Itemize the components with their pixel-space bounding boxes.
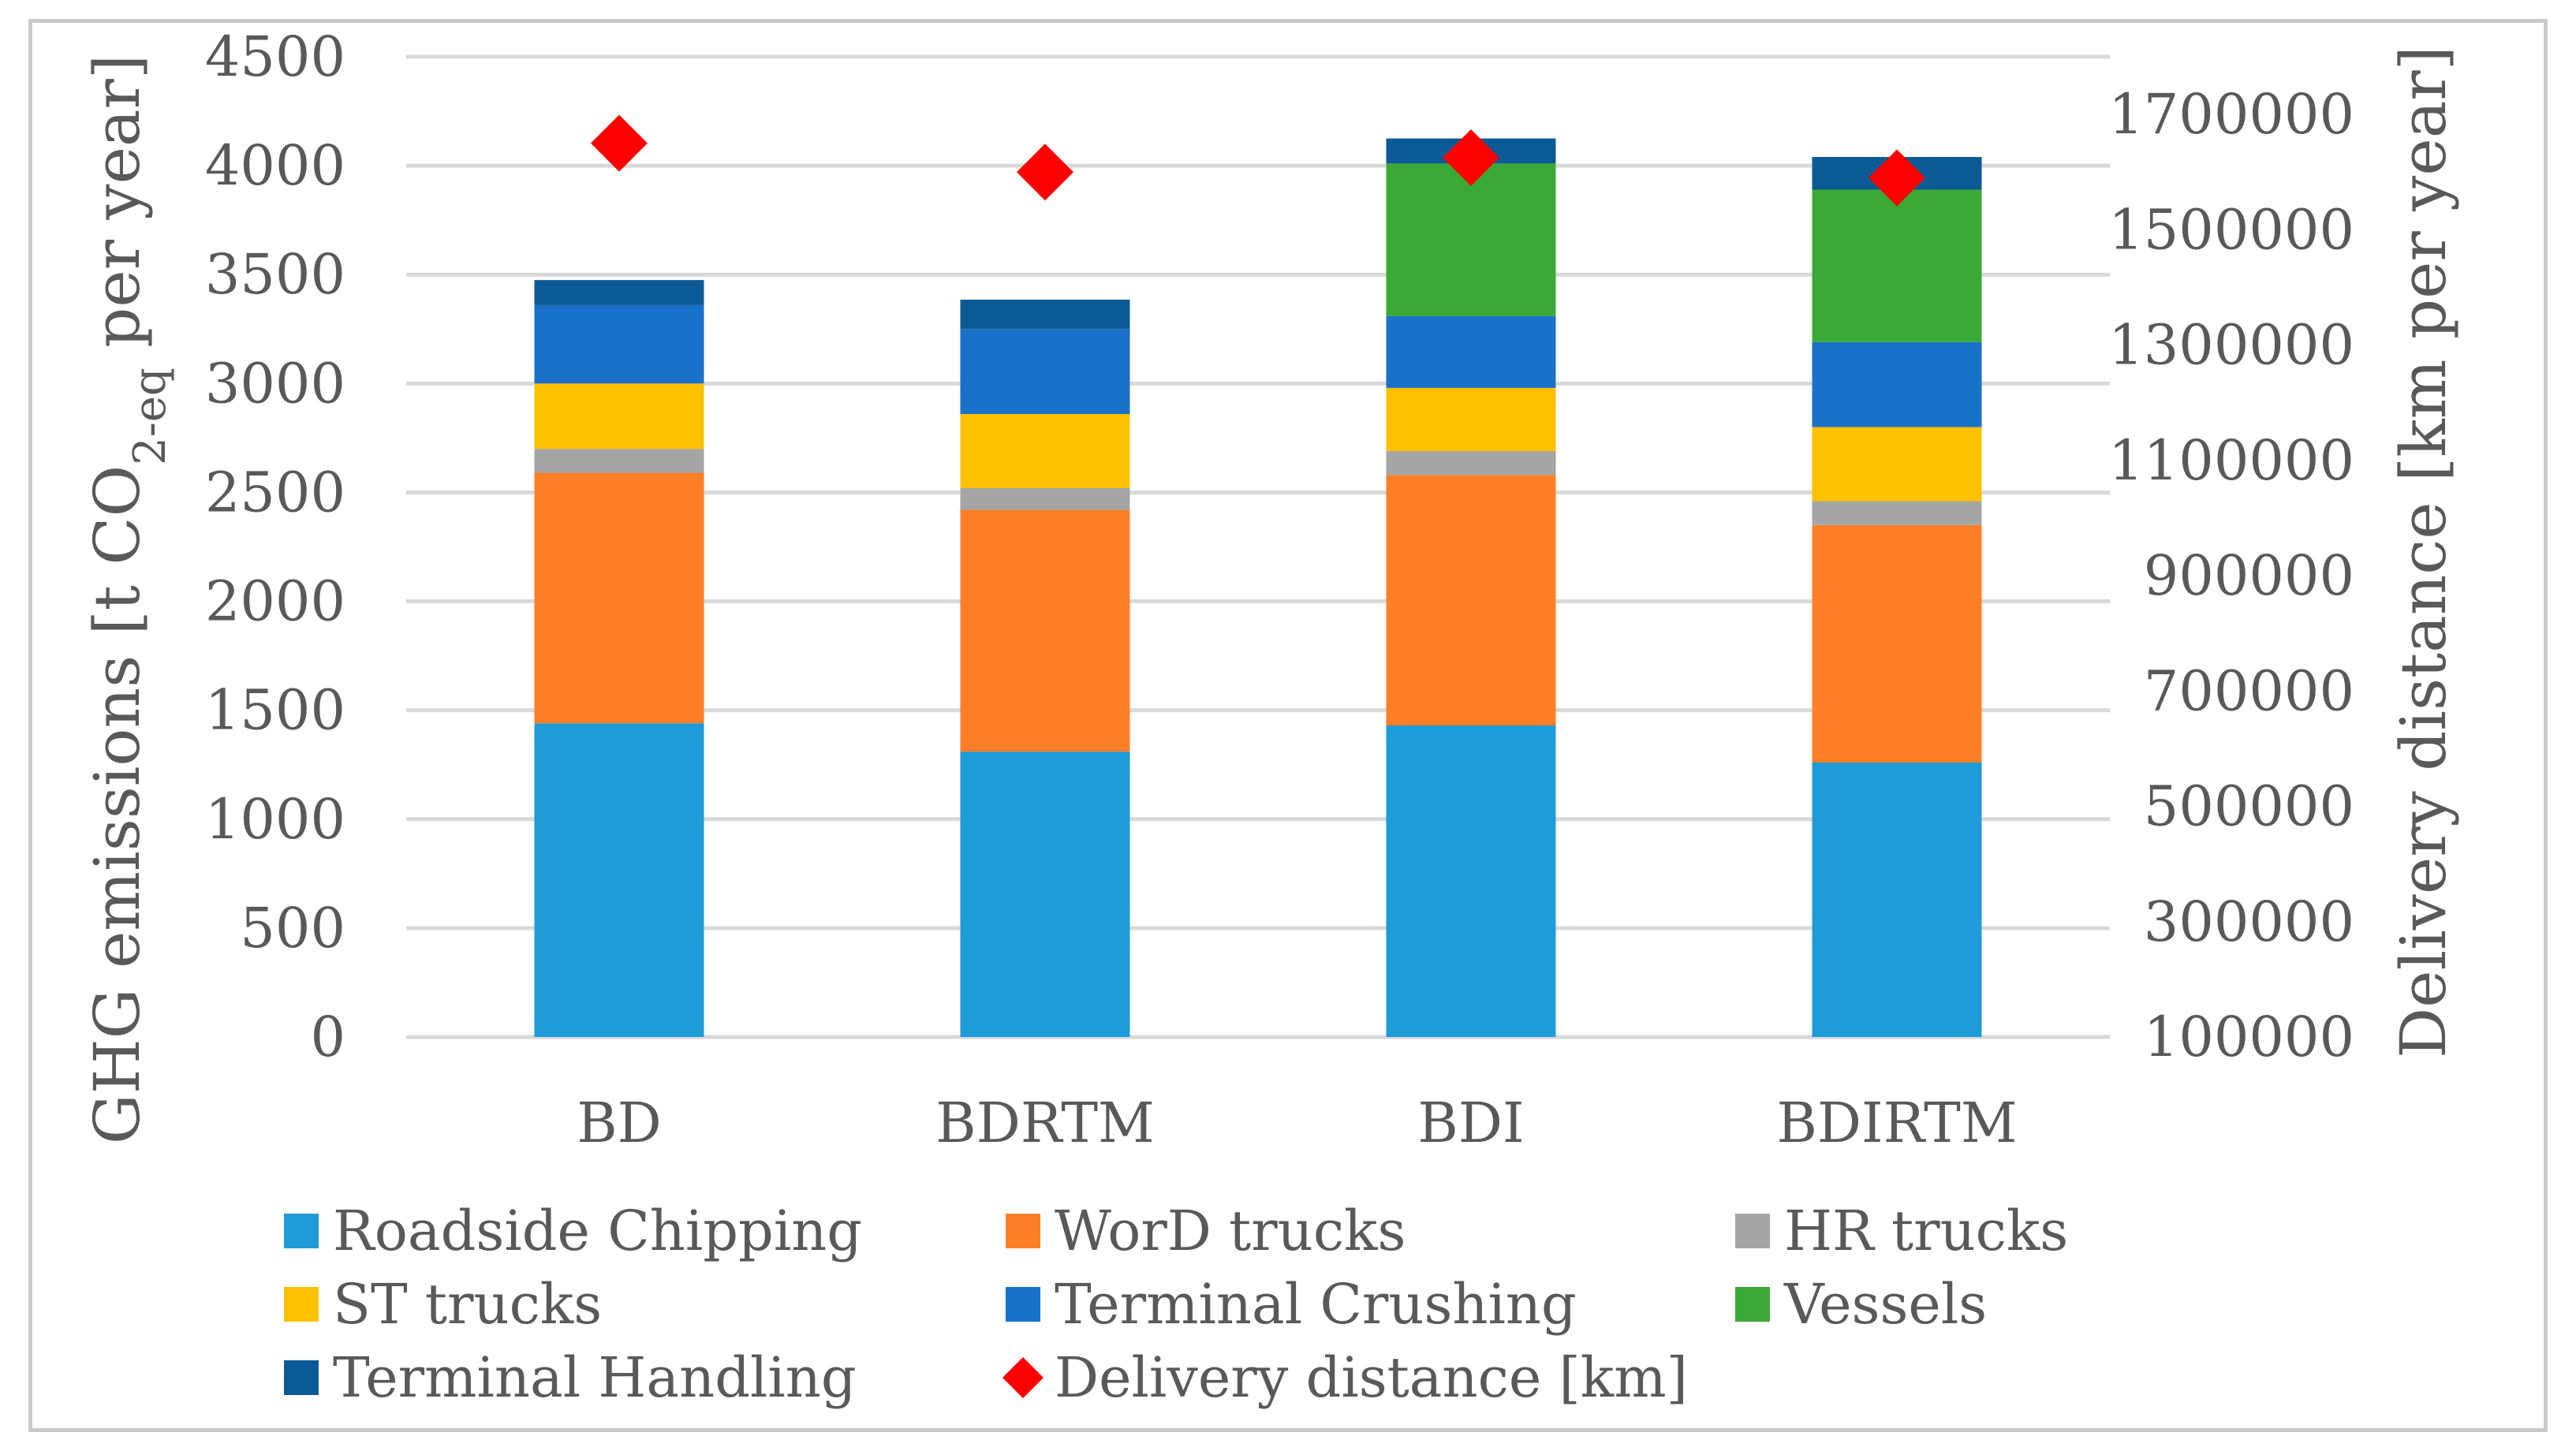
y-tick-label: 500 xyxy=(240,896,345,960)
x-tick-label: BDIRTM xyxy=(1776,1091,2017,1155)
y2-tick-label: 1300000 xyxy=(2108,313,2354,378)
y-axis-title: GHG emissions [t CO2-eq per year] xyxy=(80,54,176,1144)
bar-segment xyxy=(1812,341,1982,427)
legend-label: HR trucks xyxy=(1784,1199,2068,1263)
y2-tick-label: 700000 xyxy=(2144,658,2354,723)
delivery-distance-markers xyxy=(591,114,1925,207)
legend-item: Terminal Handling xyxy=(284,1345,857,1410)
y-tick-label: 4000 xyxy=(205,133,345,198)
y-tick-label: 1000 xyxy=(205,787,345,852)
y-tick-label: 2000 xyxy=(205,569,345,634)
y2-tick-label: 1100000 xyxy=(2108,428,2354,493)
legend-item: WorD trucks xyxy=(1006,1199,1406,1263)
legend-swatch xyxy=(284,1214,319,1248)
bar-segment xyxy=(1386,475,1556,726)
y-axis-ticks: 0 500 1000 1500 2000 2500 3000 3500 4000 4500 xyxy=(205,24,345,1069)
delivery-distance-marker xyxy=(591,114,648,172)
bar-segment xyxy=(1386,387,1556,451)
y-tick-label: 1500 xyxy=(205,678,345,743)
y-tick-label: 0 xyxy=(310,1005,345,1069)
legend-swatch xyxy=(284,1360,319,1395)
bar-segment xyxy=(534,304,704,384)
y2-tick-label: 1500000 xyxy=(2108,197,2354,262)
legend-label: Delivery distance [km] xyxy=(1055,1345,1688,1410)
bar-segment xyxy=(1812,427,1982,502)
legend-item: Vessels xyxy=(1735,1272,1987,1337)
legend-label: Roadside Chipping xyxy=(333,1199,862,1263)
bar-segment xyxy=(1386,726,1556,1037)
bar-segment xyxy=(1386,315,1556,388)
legend-item: HR trucks xyxy=(1735,1199,2068,1263)
y-tick-label: 3500 xyxy=(205,242,345,307)
y2-tick-label: 1700000 xyxy=(2108,82,2354,147)
legend-item: Delivery distance [km] xyxy=(1002,1345,1688,1410)
bar-segment xyxy=(1812,501,1982,525)
bar-segment xyxy=(960,329,1130,415)
bar-segment xyxy=(960,487,1130,510)
y2-axis-ticks: 100000 300000 500000 700000 900000 1100000 130… xyxy=(2108,82,2354,1069)
legend-item: Roadside Chipping xyxy=(284,1199,862,1263)
legend-label: Terminal Handling xyxy=(333,1345,857,1410)
legend: Roadside Chipping WorD trucks HR trucks ST … xyxy=(284,1199,2068,1410)
x-tick-label: BD xyxy=(577,1091,662,1155)
y2-tick-label: 300000 xyxy=(2144,890,2354,954)
bar-segment xyxy=(1386,450,1556,476)
y-tick-label: 2500 xyxy=(205,460,345,524)
delivery-distance-marker xyxy=(1017,144,1073,201)
legend-swatch xyxy=(1735,1214,1770,1248)
legend-swatch xyxy=(1735,1287,1770,1322)
legend-swatch xyxy=(1002,1357,1043,1398)
bar-segment xyxy=(1386,163,1556,316)
bar-segment xyxy=(1812,524,1982,763)
x-tick-label: BDI xyxy=(1417,1091,1524,1155)
y-tick-label: 4500 xyxy=(205,24,345,89)
bar-segment xyxy=(960,299,1130,330)
y2-tick-label: 900000 xyxy=(2144,543,2354,608)
bar-segment xyxy=(534,472,704,724)
legend-label: Terminal Crushing xyxy=(1055,1272,1577,1337)
x-tick-label: BDRTM xyxy=(935,1091,1154,1155)
bar-segment xyxy=(960,752,1130,1037)
bar-segment xyxy=(534,723,704,1037)
bar-segment xyxy=(960,414,1130,488)
legend-label: ST trucks xyxy=(333,1272,602,1337)
delivery-distance-marker xyxy=(1443,129,1499,186)
legend-item: ST trucks xyxy=(284,1272,602,1337)
bar-segment xyxy=(534,449,704,473)
y-tick-label: 3000 xyxy=(205,351,345,416)
x-axis-ticks: BD BDRTM BDI BDIRTM xyxy=(577,1091,2017,1155)
y2-tick-label: 500000 xyxy=(2144,774,2354,839)
legend-item: Terminal Crushing xyxy=(1006,1272,1577,1337)
bar-segment xyxy=(1812,762,1982,1037)
legend-swatch xyxy=(284,1287,319,1322)
chart-frame xyxy=(28,19,2548,1432)
delivery-distance-marker xyxy=(1869,149,1925,207)
legend-swatch xyxy=(1006,1214,1040,1248)
bars xyxy=(534,138,1982,1037)
bar-segment xyxy=(534,383,704,449)
bar-segment xyxy=(1812,189,1982,342)
bar-segment xyxy=(960,509,1130,752)
bar-segment xyxy=(534,280,704,305)
y2-tick-label: 100000 xyxy=(2144,1005,2354,1069)
legend-label: WorD trucks xyxy=(1055,1199,1406,1263)
legend-swatch xyxy=(1006,1287,1040,1322)
y2-axis-title: Delivery distance [km per year] xyxy=(2387,46,2460,1058)
legend-label: Vessels xyxy=(1783,1272,1987,1337)
